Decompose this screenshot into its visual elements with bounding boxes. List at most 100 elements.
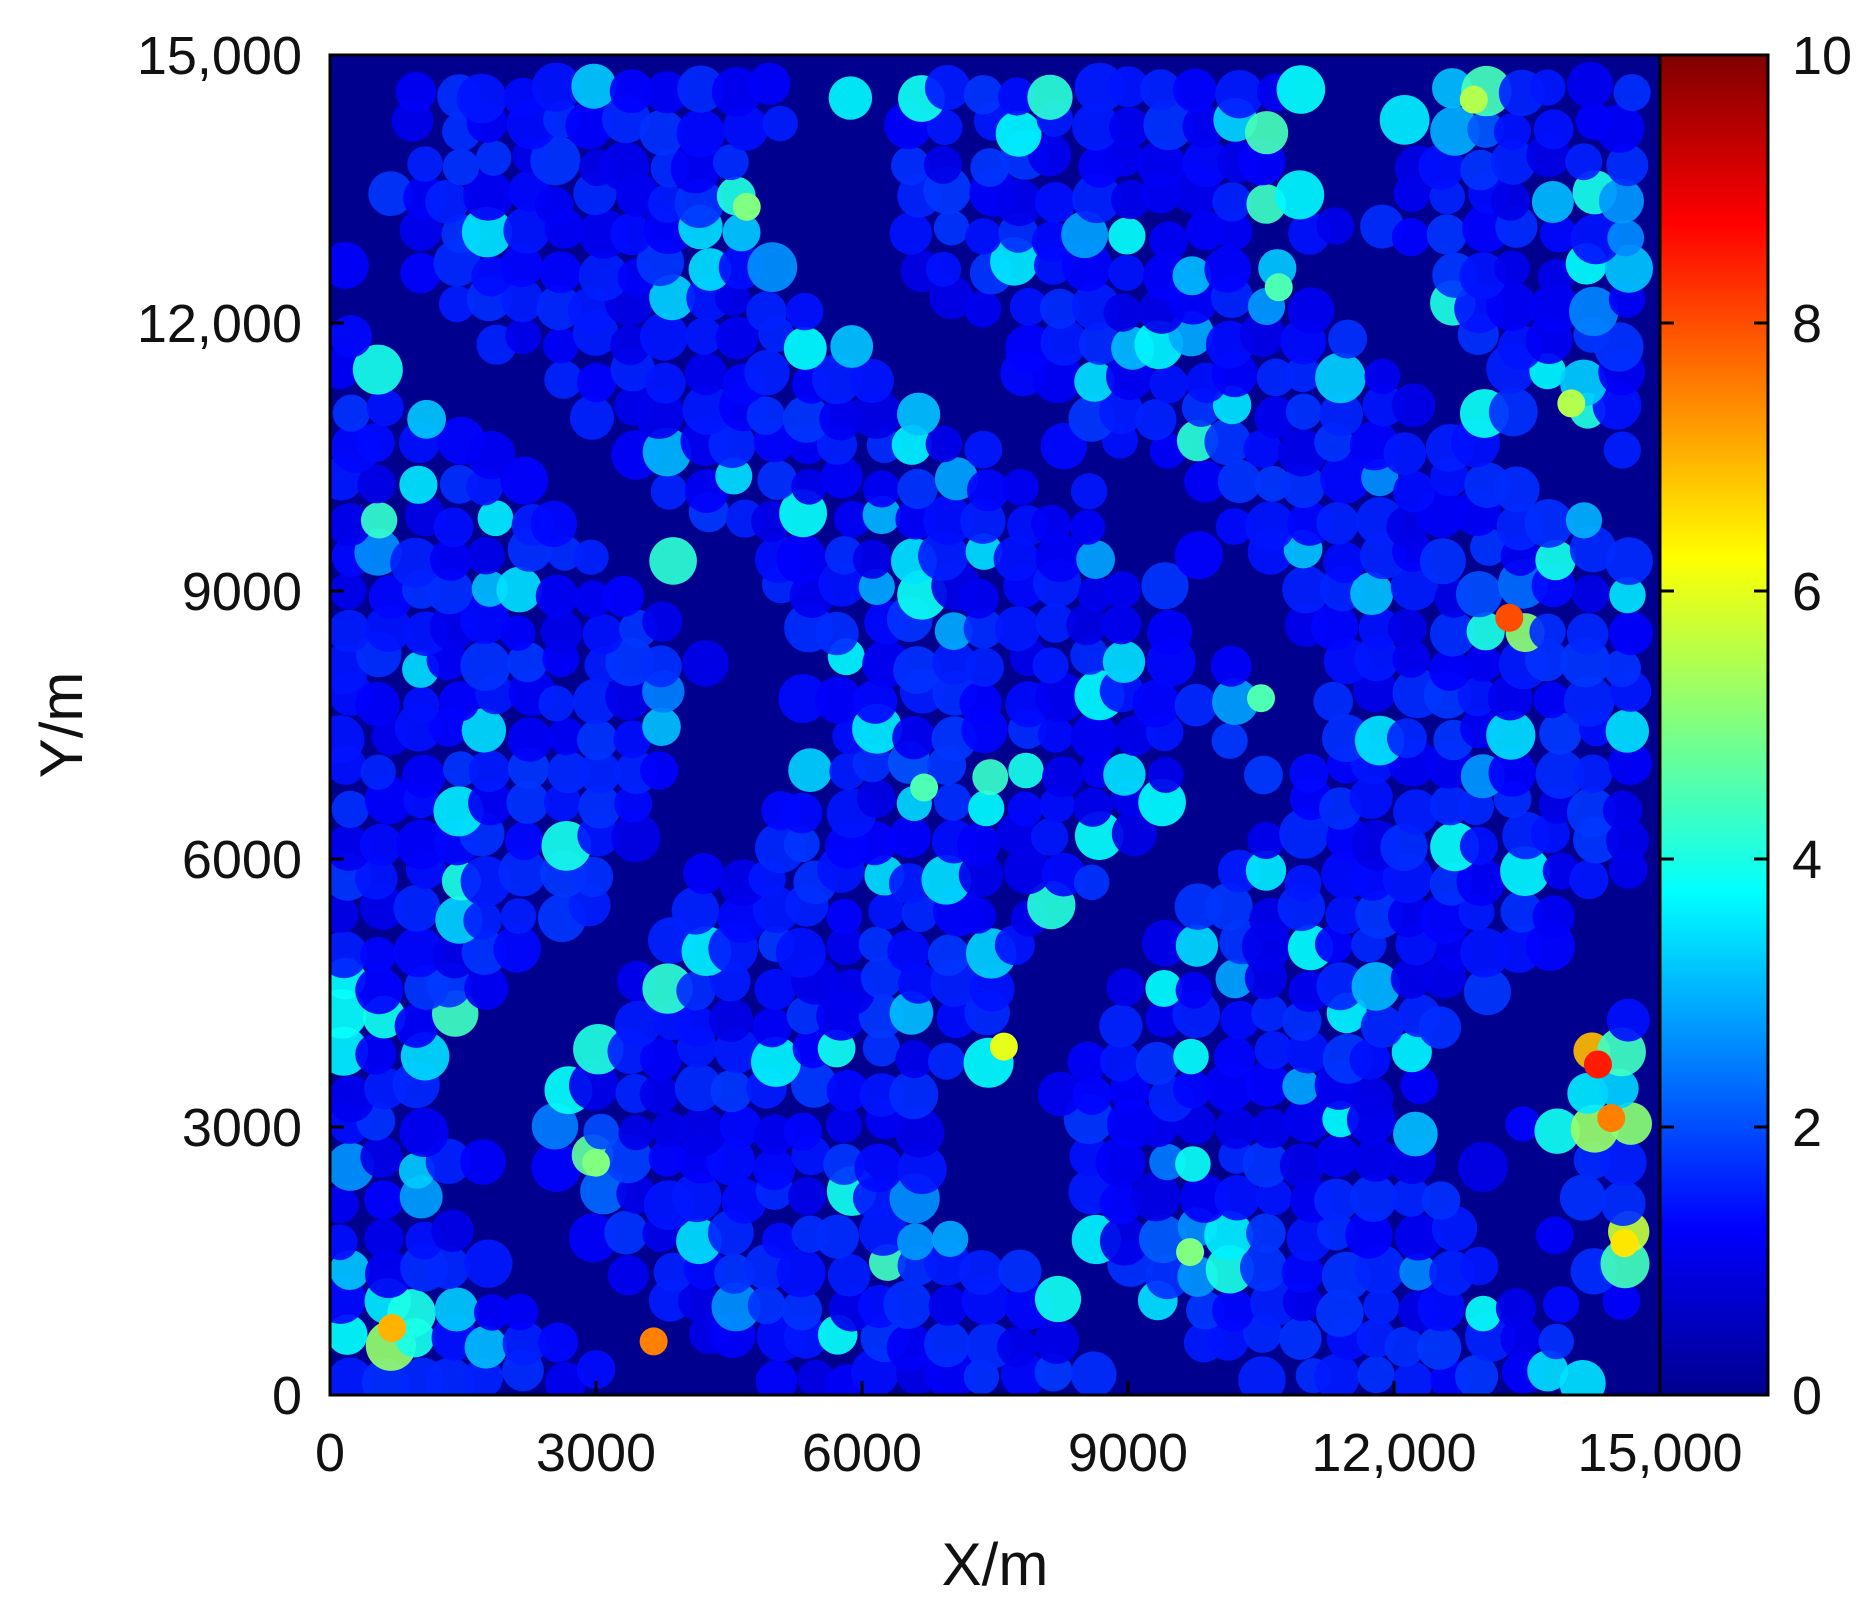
heatmap-cell xyxy=(1039,288,1080,329)
heatmap-cell xyxy=(1490,139,1537,185)
y-tick-label: 9000 xyxy=(182,562,302,622)
heatmap-cell xyxy=(1529,283,1581,334)
heatmap-cell xyxy=(1104,138,1144,177)
heatmap-cell xyxy=(578,785,622,829)
heatmap-cell xyxy=(797,1359,835,1395)
colorbar-tick-label: 4 xyxy=(1792,830,1822,890)
heatmap-cell xyxy=(1351,962,1401,1011)
heatmap-cell xyxy=(1536,1216,1574,1255)
y-tick-label: 6000 xyxy=(182,830,302,890)
heatmap-cell xyxy=(998,1249,1042,1293)
heatmap-cell xyxy=(1254,465,1291,502)
heatmap-cell xyxy=(1537,259,1574,296)
heatmap-cell xyxy=(1430,611,1476,657)
heatmap-cell xyxy=(1604,244,1653,293)
heatmap-cell xyxy=(862,495,901,535)
heatmap-cell xyxy=(762,105,798,142)
heatmap-cell xyxy=(1320,453,1371,504)
heatmap-cell xyxy=(677,1107,727,1157)
heatmap-cell xyxy=(1205,883,1253,931)
heatmap-cell xyxy=(500,244,543,288)
heatmap-cell xyxy=(1185,210,1226,251)
heatmap-cell xyxy=(642,707,681,746)
heatmap-cell xyxy=(923,145,963,184)
heatmap-cell xyxy=(1009,287,1048,326)
heatmap-cell xyxy=(1110,179,1151,220)
heatmap-cell xyxy=(1132,679,1181,728)
heatmap-cell xyxy=(1070,712,1119,761)
heatmap-cell xyxy=(1204,1210,1254,1260)
heatmap-cell xyxy=(1099,389,1144,435)
heatmap-cell xyxy=(503,207,551,254)
heatmap-cell xyxy=(352,344,403,395)
hotspot-mark xyxy=(732,192,761,221)
heatmap-cell xyxy=(1606,144,1649,187)
heatmap-cell xyxy=(1246,1213,1286,1253)
heatmap-cell xyxy=(678,1281,719,1322)
hotspot-mark xyxy=(910,773,939,802)
heatmap-cell xyxy=(713,144,749,181)
heatmap-cell xyxy=(1243,429,1282,468)
heatmap-cell xyxy=(1002,468,1039,506)
heatmap-cell xyxy=(1393,1111,1438,1157)
heatmap-cell xyxy=(496,566,542,613)
heatmap-cell xyxy=(1070,473,1108,510)
heatmap-cell xyxy=(460,640,511,692)
heatmap-cell xyxy=(1565,143,1603,181)
heatmap-cell xyxy=(1149,1143,1186,1181)
heatmap-cell xyxy=(1032,647,1069,684)
hotspot-mark xyxy=(1583,1050,1612,1079)
heatmap-cell xyxy=(1353,1137,1398,1182)
heatmap-cell xyxy=(1486,710,1536,760)
heatmap-cell xyxy=(1175,1146,1211,1182)
heatmap-cell xyxy=(540,610,583,653)
heatmap-cell xyxy=(1107,66,1149,108)
heatmap-cell xyxy=(468,780,513,826)
heatmap-cell xyxy=(1357,1356,1395,1394)
heatmap-cell xyxy=(972,759,1009,796)
heatmap-cell xyxy=(1311,603,1359,651)
heatmap-cell xyxy=(1095,1137,1146,1188)
heatmap-cell xyxy=(1313,681,1353,722)
heatmap-cell xyxy=(782,395,831,443)
colorbar-tick-label: 0 xyxy=(1792,1366,1822,1426)
heatmap-cell xyxy=(605,674,652,721)
heatmap-cell xyxy=(1456,857,1505,907)
heatmap-cell xyxy=(1289,753,1329,793)
heatmap-cell xyxy=(1567,61,1614,108)
heatmap-cell xyxy=(1457,1141,1508,1192)
heatmap-cell xyxy=(530,135,581,186)
heatmap-cell xyxy=(607,1255,649,1296)
heatmap-cell xyxy=(501,1293,539,1331)
heatmap-cell xyxy=(1072,173,1122,224)
heatmap-cell xyxy=(1595,103,1645,153)
heatmap-cell xyxy=(1529,69,1566,106)
heatmap-cell xyxy=(571,63,617,109)
heatmap-cell xyxy=(1460,149,1501,191)
heatmap-cell xyxy=(1390,958,1432,1000)
heatmap-cell xyxy=(1108,217,1146,255)
heatmap-cell xyxy=(755,1360,798,1395)
heatmap-cell xyxy=(1149,221,1188,260)
heatmap-cell xyxy=(1007,791,1043,827)
heatmap-cell xyxy=(1282,1067,1320,1105)
heatmap-cell xyxy=(355,682,400,727)
heatmap-cell xyxy=(1244,1061,1291,1107)
heatmap-cell xyxy=(360,502,398,539)
heatmap-cell xyxy=(830,325,874,368)
heatmap-cell xyxy=(618,1115,654,1151)
heatmap-cell xyxy=(1417,1325,1462,1370)
x-tick-label: 0 xyxy=(315,1423,345,1483)
heatmap-cell xyxy=(651,1111,688,1148)
heatmap-cell xyxy=(960,897,997,934)
heatmap-cell xyxy=(502,1321,547,1366)
heatmap-cell xyxy=(897,392,941,436)
heatmap-cell xyxy=(776,1248,826,1298)
heatmap-cell xyxy=(538,1322,579,1363)
heatmap-cell xyxy=(1400,1066,1439,1105)
heatmap-cell xyxy=(757,460,798,500)
heatmap-cell xyxy=(1242,1140,1290,1188)
heatmap-cell xyxy=(1573,754,1613,793)
heatmap-cell xyxy=(330,931,368,979)
heatmap-cell xyxy=(1281,464,1326,508)
